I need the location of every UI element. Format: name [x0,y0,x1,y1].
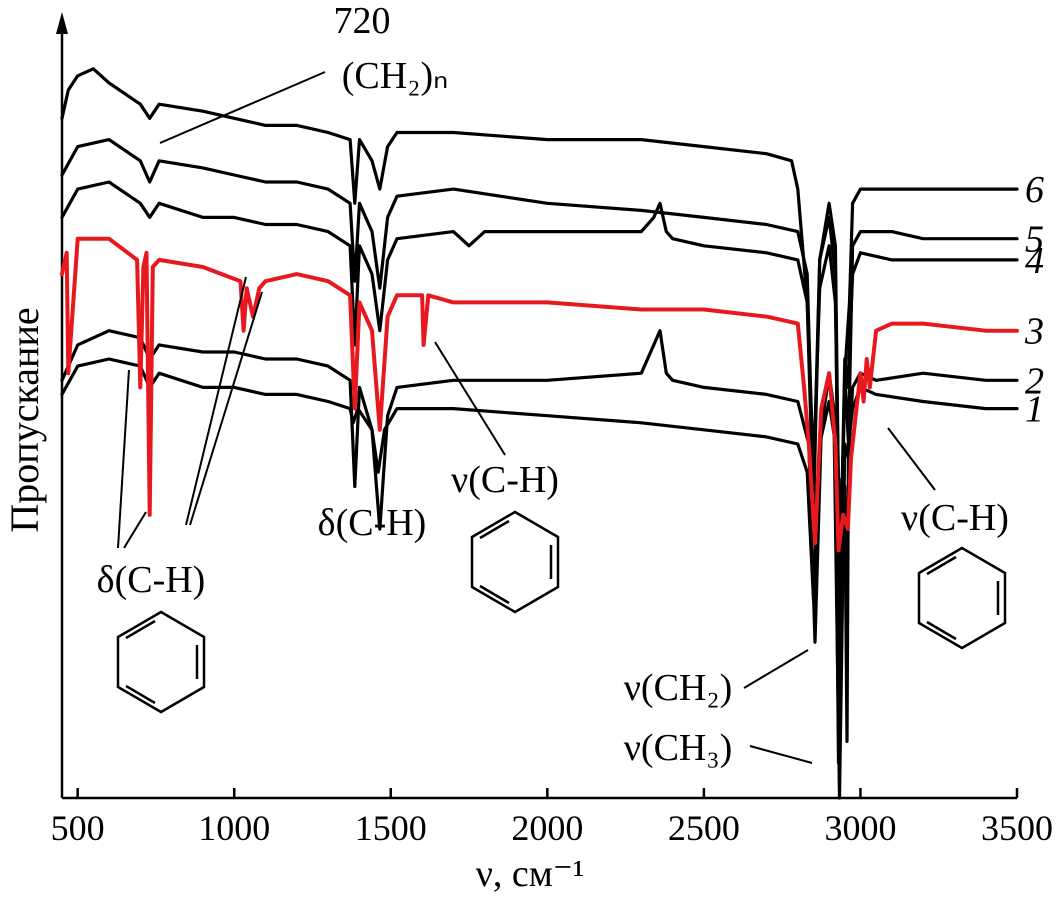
arom-bend-leader-2 [123,511,147,549]
ch3-stretch-label: ν(CH₃) [624,727,733,769]
x-axis-label: ν, см⁻¹ [476,853,585,895]
series-label-4: 4 [1025,240,1044,282]
series-label-1: 1 [1025,389,1044,431]
y-axis-arrow [56,12,68,34]
x-tick-label: 2500 [668,808,740,848]
ch2-rock-group-label: (CH₂)ₙ [342,55,449,97]
annotations: 720 (CH₂)ₙ δ(C-H) δ(C-H) ν(C-H) ν(C-H) [97,0,1009,769]
y-axis-label: Пропускание [2,307,47,532]
benzene-ring-icon [470,510,560,614]
x-tick-label: 1500 [355,808,427,848]
x-tick-label: 3000 [824,808,896,848]
series-label-3: 3 [1024,311,1044,353]
series-label-6: 6 [1025,169,1044,211]
arom-bend-leader-3 [185,276,247,526]
arom-bend-leader-4 [189,291,263,526]
arom-stretch-3030-leader [887,427,936,491]
series-label-2: 2 [1025,360,1044,402]
benzene-ring-icon [116,610,206,714]
ch2-stretch-leader [743,649,809,689]
ch3-stretch-leader [749,745,813,764]
series-labels: 12 3 45 6 [1024,169,1044,430]
spectrum-line-2 [60,329,1019,800]
ch2-stretch-label: ν(CH₂) [624,667,733,709]
spectrum-line-5 [60,138,1019,623]
ch2-rock-value-label: 720 [334,0,391,42]
x-tick-label: 500 [51,808,105,848]
ch2-rock-leader [159,71,326,144]
x-tick-label: 3500 [981,808,1053,848]
arom-bend-low-label: δ(C-H) [97,559,206,601]
arom-stretch-1600-leader [434,341,506,456]
spectrum-line-6 [60,67,1019,623]
bend-1460-label: δ(C-H) [318,502,427,544]
axes: 500 1000 1500 2000 2500 3000 3500 ν, см⁻¹ Проп… [2,12,1053,895]
arom-stretch-3030-label: ν(C-H) [901,497,1009,539]
arom-stretch-1600-label: ν(C-H) [451,459,559,501]
series-label-5: 5 [1025,219,1044,261]
arom-bend-leader-1 [117,369,130,549]
x-tick-label: 2000 [511,808,583,848]
x-ticks: 500 1000 1500 2000 2500 3000 3500 [51,788,1053,848]
benzene-ring-icon [917,546,1007,650]
series-group [60,67,1019,800]
x-tick-label: 1000 [198,808,270,848]
spectrum-line-3 [60,236,1019,553]
